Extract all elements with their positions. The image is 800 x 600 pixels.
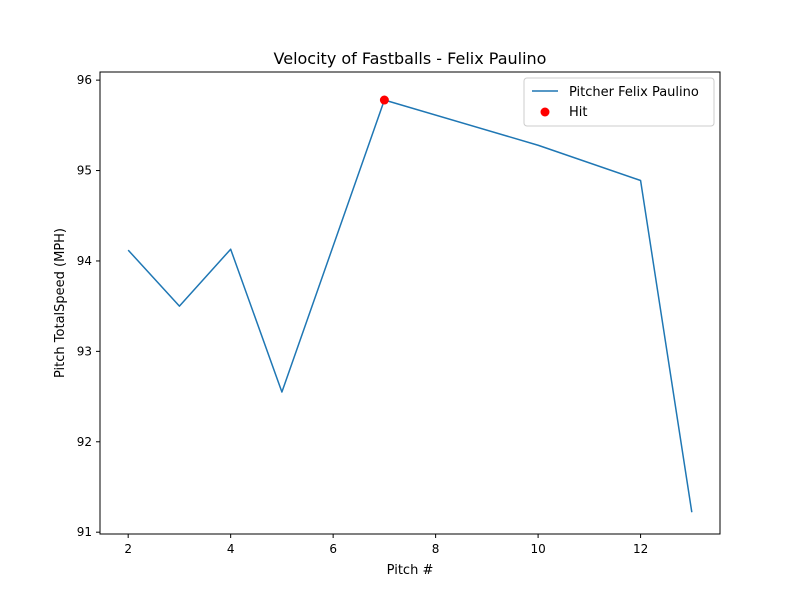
y-axis-label: Pitch TotalSpeed (MPH) [53,228,68,378]
legend-box [523,77,715,127]
legend-label-hit: Hit [569,105,587,120]
y-tick-label: 94 [77,254,92,268]
x-axis-label: Pitch # [387,563,434,578]
x-tick-label: 6 [329,542,337,556]
axes-frame [99,71,721,535]
x-tick-label: 4 [227,542,235,556]
x-tick-label: 10 [530,542,545,556]
x-tick-label: 2 [124,542,132,556]
series-line-pitcher [127,99,693,513]
x-tick-label: 8 [432,542,440,556]
legend: Pitcher Felix Paulino Hit [523,77,715,127]
y-tick-label: 93 [77,344,92,358]
y-tick-label: 96 [77,73,92,87]
axis-ticks: 2 4 6 8 10 12 91 92 93 94 95 96 [77,73,649,556]
x-tick-label: 12 [633,542,648,556]
hit-point [379,95,389,105]
legend-marker-swatch [540,107,550,117]
plot-area [127,99,693,513]
legend-label-pitcher: Pitcher Felix Paulino [569,85,699,100]
y-tick-label: 92 [77,435,92,449]
y-tick-label: 95 [77,164,92,178]
y-tick-label: 91 [77,525,92,539]
scatter-layer [379,95,389,105]
chart-title: Velocity of Fastballs - Felix Paulino [274,49,547,68]
